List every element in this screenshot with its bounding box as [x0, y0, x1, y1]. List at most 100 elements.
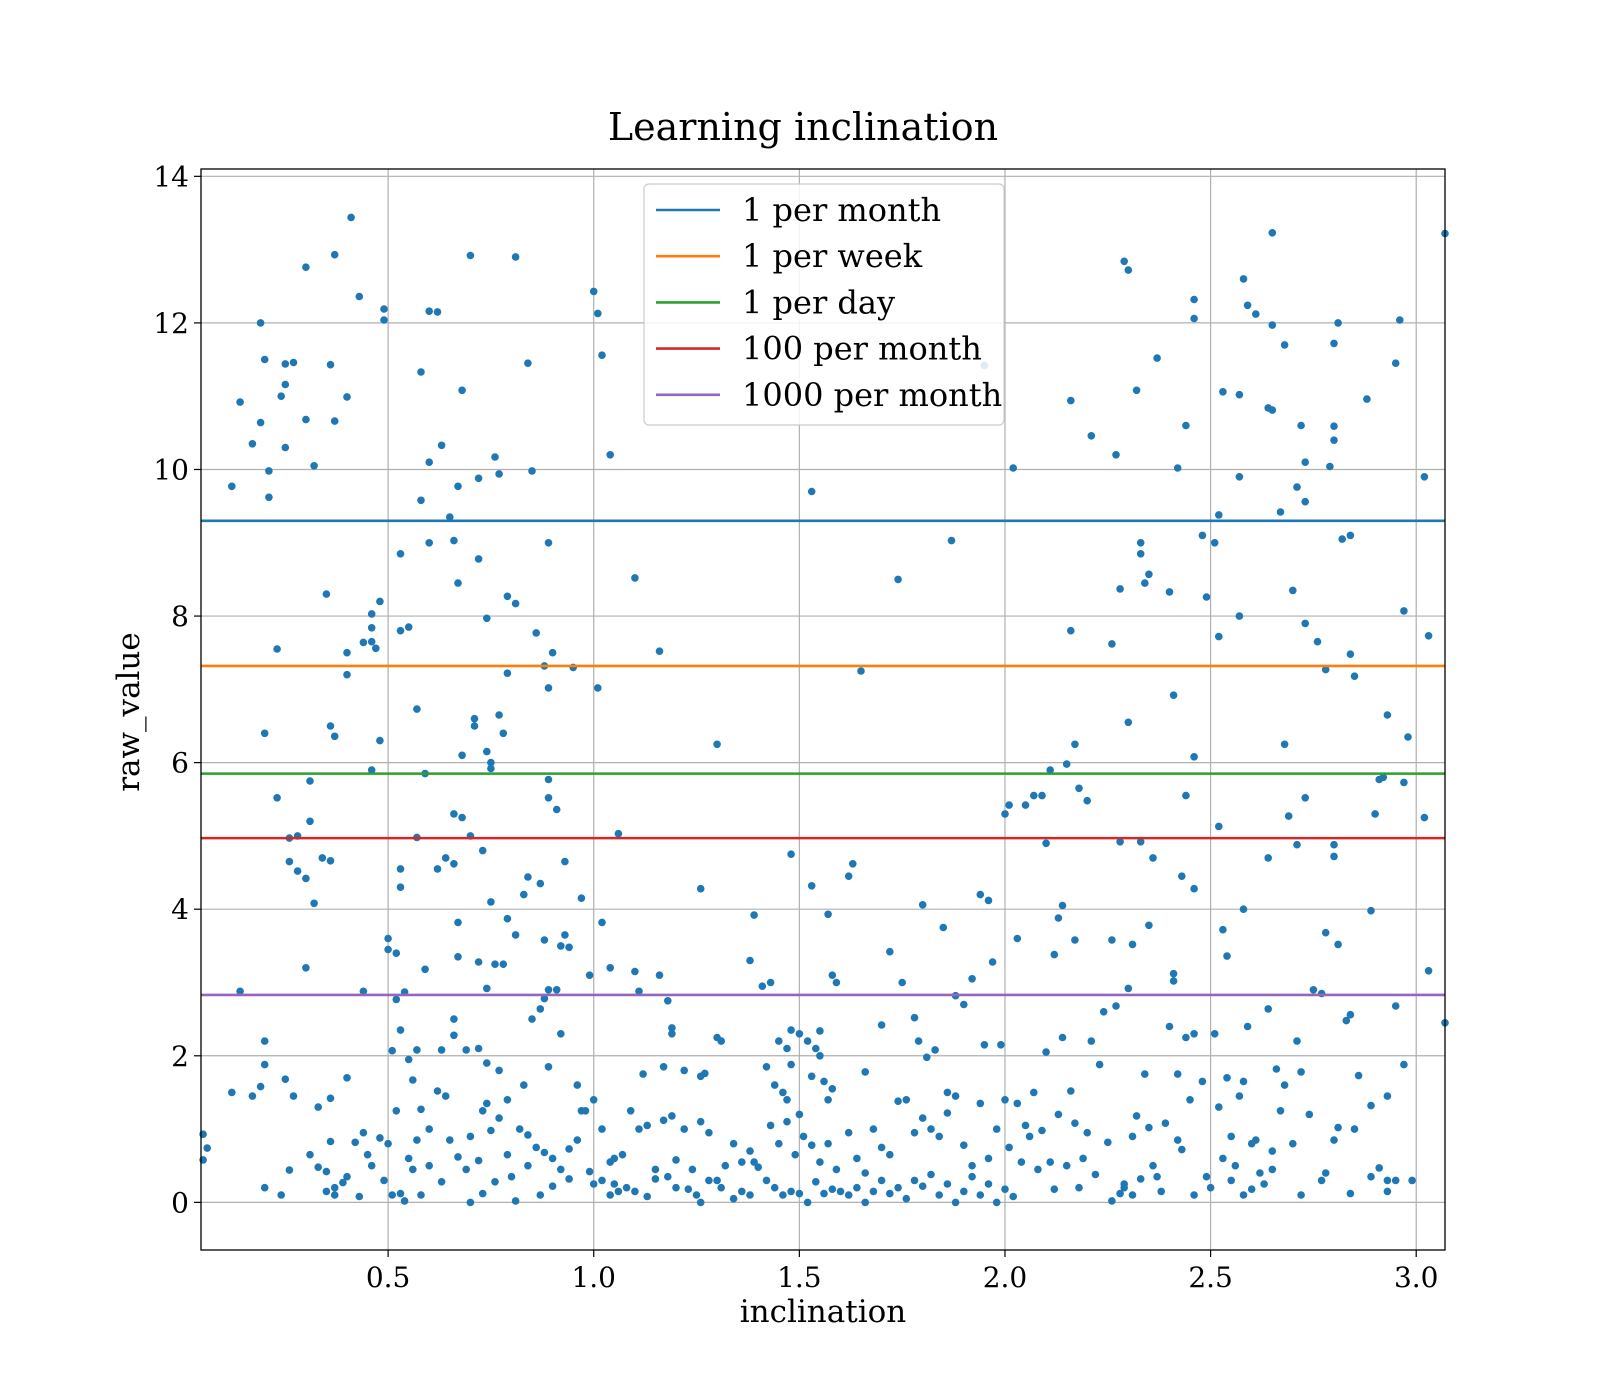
- scatter-point: [898, 978, 906, 987]
- scatter-point: [1363, 395, 1371, 403]
- scatter-point: [1371, 810, 1379, 818]
- scatter-point: [1153, 1172, 1161, 1181]
- scatter-point: [495, 470, 503, 478]
- scatter-point: [701, 1069, 709, 1078]
- scatter-point: [1079, 1154, 1087, 1163]
- scatter-point: [1346, 650, 1355, 658]
- scatter-point: [1215, 511, 1223, 519]
- scatter-point: [1301, 458, 1309, 467]
- scatter-point: [807, 1072, 816, 1081]
- scatter-point: [877, 1176, 886, 1185]
- scatter-point: [520, 1081, 528, 1089]
- scatter-point: [515, 1125, 524, 1133]
- scatter-point: [680, 1125, 688, 1133]
- scatter-point: [1350, 672, 1359, 680]
- scatter-point: [1112, 451, 1120, 459]
- scatter-point: [992, 1125, 1001, 1133]
- scatter-point: [664, 997, 672, 1005]
- scatter-point: [396, 1026, 405, 1034]
- scatter-point: [322, 590, 331, 598]
- scatter-point: [478, 1189, 487, 1198]
- scatter-point: [548, 1154, 557, 1163]
- scatter-point: [812, 1178, 820, 1186]
- scatter-point: [1424, 967, 1433, 975]
- scatter-point: [524, 359, 532, 368]
- scatter-point: [1330, 436, 1338, 445]
- scatter-point: [877, 1021, 886, 1029]
- scatter-point: [507, 1172, 516, 1181]
- scatter-point: [951, 1198, 960, 1207]
- scatter-point: [552, 805, 561, 814]
- scatter-point: [421, 965, 429, 974]
- scatter-point: [1087, 432, 1096, 440]
- scatter-point: [462, 1046, 471, 1054]
- scatter-point: [1330, 339, 1338, 348]
- scatter-point: [812, 1044, 820, 1053]
- scatter-point: [495, 1066, 503, 1075]
- scatter-point: [281, 380, 290, 389]
- scatter-point: [454, 953, 462, 961]
- scatter-point: [544, 684, 553, 692]
- legend-label: 100 per month: [742, 330, 982, 368]
- scatter-point: [1334, 319, 1342, 327]
- scatter-point: [376, 597, 384, 606]
- scatter-point: [1190, 314, 1198, 323]
- scatter-point: [807, 882, 816, 890]
- scatter-point: [1239, 1077, 1248, 1086]
- scatter-point: [1178, 1145, 1186, 1154]
- scatter-point: [548, 1182, 557, 1190]
- legend-label: 1 per day: [742, 283, 895, 321]
- x-tick-label: 0.5: [366, 1261, 411, 1294]
- scatter-point: [598, 351, 606, 360]
- scatter-point: [1235, 612, 1244, 620]
- scatter-point: [877, 1143, 886, 1152]
- scatter-point: [1128, 1191, 1137, 1199]
- scatter-point: [668, 1024, 676, 1032]
- scatter-point: [1383, 1176, 1392, 1185]
- scatter-point: [832, 978, 841, 987]
- scatter-point: [388, 1191, 397, 1199]
- scatter-point: [277, 1191, 286, 1199]
- scatter-point: [1128, 1132, 1137, 1141]
- scatter-point: [495, 711, 503, 719]
- scatter-point: [1309, 986, 1318, 994]
- scatter-point: [1116, 838, 1124, 846]
- scatter-point: [980, 1041, 989, 1049]
- scatter-point: [433, 1087, 442, 1095]
- scatter-point: [886, 947, 894, 956]
- scatter-point: [487, 758, 495, 767]
- scatter-point: [1001, 810, 1009, 818]
- scatter-point: [598, 918, 606, 927]
- scatter-point: [779, 1191, 787, 1199]
- scatter-point: [1330, 840, 1338, 849]
- scatter-point: [487, 1126, 495, 1135]
- scatter-point: [1136, 550, 1145, 558]
- scatter-point: [717, 1183, 725, 1192]
- scatter-point: [454, 918, 462, 927]
- scatter-point: [466, 1198, 475, 1207]
- scatter-point: [729, 1194, 738, 1203]
- scatter-point: [466, 251, 475, 260]
- scatter-point: [910, 1013, 919, 1022]
- scatter-point: [1021, 1121, 1030, 1130]
- scatter-point: [396, 626, 405, 635]
- scatter-point: [524, 873, 532, 881]
- scatter-point: [1247, 1139, 1256, 1148]
- scatter-point: [540, 1148, 549, 1157]
- scatter-point: [783, 1044, 791, 1053]
- scatter-point: [1313, 637, 1322, 646]
- scatter-point: [976, 1191, 985, 1199]
- y-tick-label: 6: [171, 747, 189, 780]
- scatter-point: [631, 1187, 639, 1196]
- scatter-point: [236, 987, 244, 996]
- x-axis-ticks: 0.5 1.0 1.5 2.0 2.5 3.0: [366, 1250, 1438, 1294]
- scatter-point: [1132, 1112, 1141, 1120]
- scatter-point: [363, 1150, 372, 1159]
- scatter-point: [483, 614, 491, 623]
- scatter-point: [1293, 840, 1301, 849]
- scatter-point: [330, 1191, 339, 1199]
- scatter-point: [639, 1070, 647, 1078]
- scatter-point: [392, 1107, 401, 1115]
- scatter-point: [935, 1132, 943, 1141]
- scatter-point: [478, 1107, 487, 1115]
